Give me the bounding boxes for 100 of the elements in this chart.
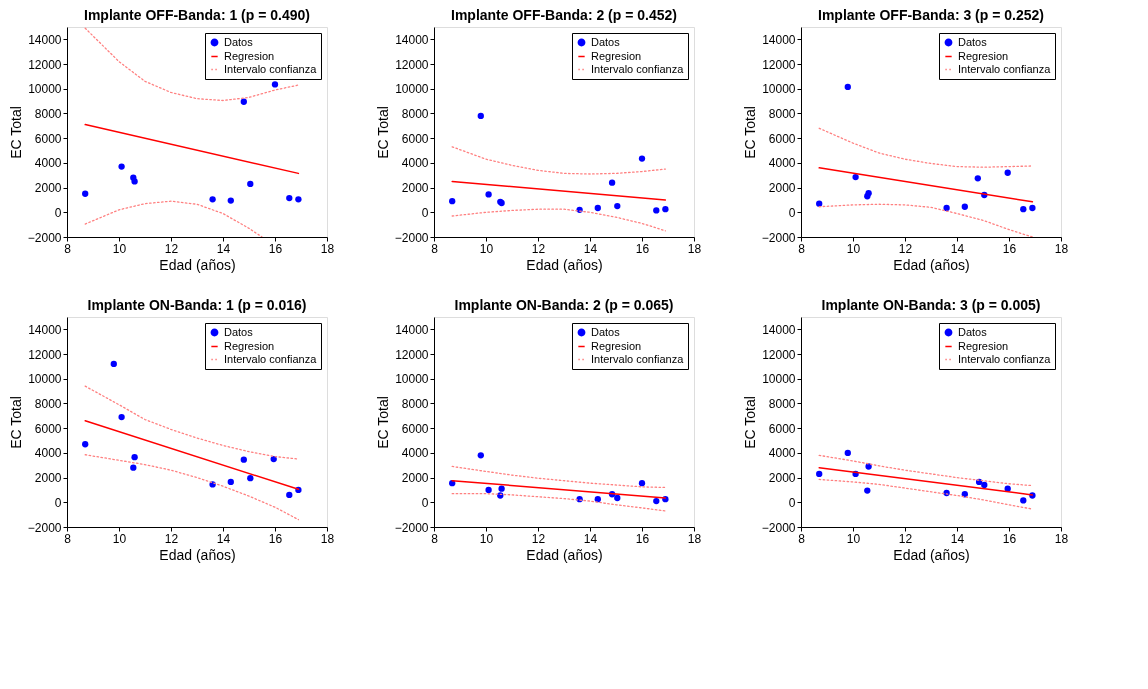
point <box>1029 204 1036 212</box>
y-axis-title: EC Total <box>374 106 391 159</box>
y-tick-label: 12000 <box>762 347 796 362</box>
point <box>594 204 601 212</box>
y-tick-label: 14000 <box>28 32 62 47</box>
y-tick-label: 0 <box>421 495 429 510</box>
x-tick-label: 18 <box>1054 241 1069 256</box>
y-tick-label: 4000 <box>34 156 62 171</box>
point <box>110 360 117 368</box>
point <box>270 455 277 463</box>
chart-title: Implante ON-Banda: 1 (p = 0.016) <box>87 297 307 313</box>
y-tick-label: 2000 <box>34 181 62 196</box>
y-tick-label: 2000 <box>401 181 429 196</box>
legend-label: Intervalo confianza <box>958 62 1052 75</box>
y-tick-label: 2000 <box>34 471 62 486</box>
y-tick-label: 2000 <box>401 471 429 486</box>
y-tick-label: −2000 <box>27 520 62 535</box>
y-tick-label: 0 <box>54 205 62 220</box>
point <box>286 491 293 499</box>
x-tick-label: 10 <box>112 241 127 256</box>
y-tick-label: 6000 <box>401 421 429 436</box>
y-tick-label: 0 <box>54 495 62 510</box>
y-tick-label: 0 <box>788 495 796 510</box>
point <box>961 203 968 210</box>
point <box>653 497 660 505</box>
x-tick-label: 10 <box>846 531 861 546</box>
x-tick-label: 8 <box>431 531 439 546</box>
point <box>118 163 125 170</box>
point <box>974 175 981 182</box>
point <box>865 463 872 470</box>
x-tick-label: 8 <box>431 241 439 256</box>
y-tick-label: 6000 <box>401 131 429 146</box>
point <box>662 206 669 213</box>
y-tick-label: 6000 <box>768 421 796 436</box>
y-tick-label: 4000 <box>768 446 796 461</box>
y-tick-label: −2000 <box>394 230 429 245</box>
point <box>498 485 505 492</box>
x-tick-label: 16 <box>1002 241 1017 256</box>
point <box>1004 485 1011 492</box>
y-axis-title: EC Total <box>741 106 758 159</box>
y-tick-label: 4000 <box>34 446 62 461</box>
x-tick-label: 10 <box>112 531 127 546</box>
legend-label: Datos <box>224 325 254 338</box>
x-tick-label: 8 <box>64 241 72 256</box>
y-tick-label: 4000 <box>401 446 429 461</box>
y-tick-label: 8000 <box>34 396 62 411</box>
y-tick-label: −2000 <box>761 230 796 245</box>
y-tick-label: 8000 <box>401 396 429 411</box>
x-axis-title: Edad (años) <box>893 546 970 563</box>
x-tick-label: 8 <box>798 531 806 546</box>
legend-label: Datos <box>224 35 254 48</box>
x-tick-label: 18 <box>1054 531 1069 546</box>
x-tick-label: 10 <box>479 241 494 256</box>
line-series <box>84 200 263 237</box>
y-axis-title: EC Total <box>7 106 24 159</box>
point <box>1004 169 1011 176</box>
y-tick-label: 12000 <box>762 57 796 72</box>
y-axis-title: EC Total <box>7 396 24 449</box>
point <box>816 470 823 478</box>
y-tick-label: 10000 <box>762 372 796 387</box>
legend-label: Datos <box>958 325 988 338</box>
y-tick-label: −2000 <box>394 520 429 535</box>
chart-title: Implante ON-Banda: 3 (p = 0.005) <box>821 297 1041 313</box>
point <box>131 454 138 461</box>
x-tick-label: 16 <box>635 241 650 256</box>
point <box>118 413 125 421</box>
x-tick-label: 18 <box>687 531 702 546</box>
line-series <box>818 127 1034 168</box>
point <box>943 204 950 212</box>
line-series <box>818 478 1034 510</box>
point <box>130 464 137 471</box>
legend-label: Datos <box>591 35 621 48</box>
legend-label: Intervalo confianza <box>591 352 685 365</box>
point <box>82 190 89 197</box>
point <box>497 492 504 499</box>
y-tick-label: 0 <box>788 205 796 220</box>
x-tick-label: 10 <box>846 241 861 256</box>
x-axis-title: Edad (años) <box>159 256 236 273</box>
point <box>852 173 859 181</box>
line-series <box>84 454 300 521</box>
legend-label: Intervalo confianza <box>958 352 1052 365</box>
y-tick-label: 6000 <box>34 421 62 436</box>
chart-title: Implante OFF-Banda: 2 (p = 0.452) <box>451 7 677 23</box>
line-series <box>451 465 667 489</box>
legend-label: Intervalo confianza <box>591 62 685 75</box>
point <box>295 196 302 203</box>
y-tick-label: 14000 <box>762 32 796 47</box>
legend-label: Regresion <box>958 49 1009 62</box>
legend-label: Regresion <box>224 49 275 62</box>
y-axis-title: EC Total <box>374 396 391 449</box>
chart-title: Implante ON-Banda: 2 (p = 0.065) <box>454 297 674 313</box>
line-series <box>451 208 667 232</box>
x-axis-title: Edad (años) <box>526 256 603 273</box>
y-tick-label: 0 <box>421 205 429 220</box>
x-tick-label: 14 <box>950 241 965 256</box>
point <box>227 478 234 486</box>
x-tick-label: 12 <box>898 531 913 546</box>
point <box>485 191 492 198</box>
chart-title: Implante OFF-Banda: 1 (p = 0.490) <box>84 7 310 23</box>
x-tick-label: 18 <box>687 241 702 256</box>
